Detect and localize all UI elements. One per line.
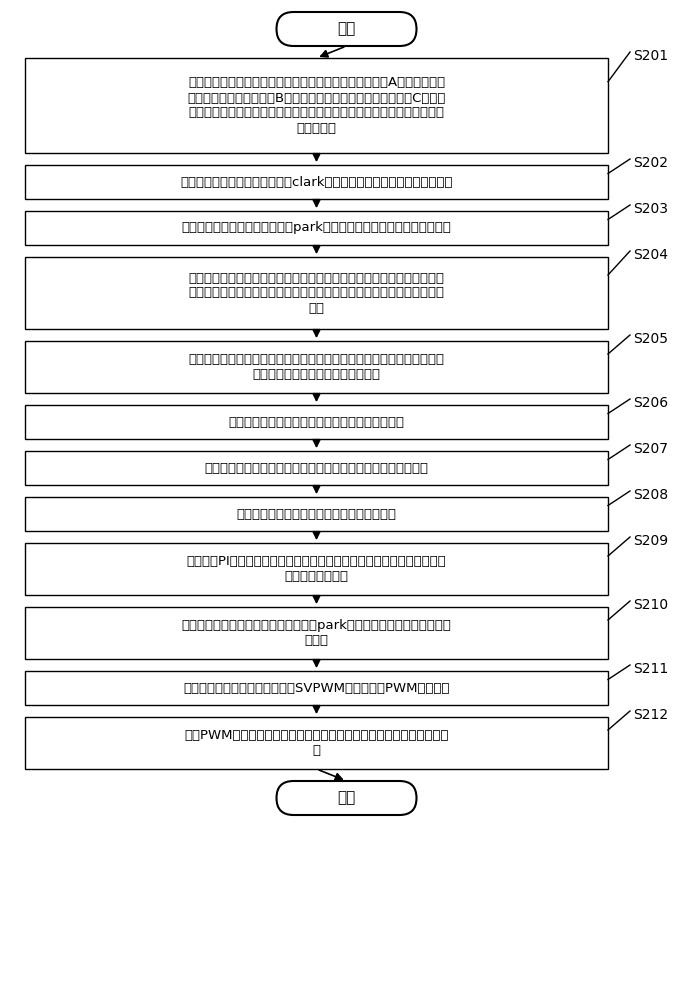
Text: 对两相旋转坐标系定子转换电压进行反park变换，得到两相静止坐标系转
换电压: 对两相旋转坐标系定子转换电压进行反park变换，得到两相静止坐标系转 换电压	[182, 619, 451, 647]
Text: 通过锁相环确定与转速误差相对应的转子电角转速: 通过锁相环确定与转速误差相对应的转子电角转速	[229, 416, 405, 428]
Text: S201: S201	[633, 49, 668, 63]
Text: S205: S205	[633, 332, 668, 346]
Text: S210: S210	[633, 598, 668, 612]
FancyBboxPatch shape	[25, 607, 608, 659]
Text: 根据初始电角度和转子电角转速进行积分计算，得到转子位置角: 根据初始电角度和转子电角转速进行积分计算，得到转子位置角	[204, 462, 428, 475]
Text: S206: S206	[633, 396, 668, 410]
FancyBboxPatch shape	[25, 717, 608, 769]
Text: S211: S211	[633, 662, 668, 676]
Text: 对两相静止坐标系定子电流进行park变换，得到两相旋转坐标系定子电流: 对两相静止坐标系定子电流进行park变换，得到两相旋转坐标系定子电流	[182, 222, 451, 234]
FancyBboxPatch shape	[25, 257, 608, 329]
FancyBboxPatch shape	[25, 543, 608, 595]
FancyBboxPatch shape	[25, 211, 608, 245]
Text: 对两相静止坐标系转换电压进行SVPWM调制，得到PWM控制信号: 对两相静止坐标系转换电压进行SVPWM调制，得到PWM控制信号	[183, 682, 450, 694]
Text: 根据PWM控制信号，通过逆变器对永磁同步电机的无位置传感器进行控
制: 根据PWM控制信号，通过逆变器对永磁同步电机的无位置传感器进行控 制	[184, 729, 449, 757]
Text: 根据两相旋转坐标系定子电流、预设的估算电流、电机估计磁链和电机估
计定子电阻进行计算，得到转速误差: 根据两相旋转坐标系定子电流、预设的估算电流、电机估计磁链和电机估 计定子电阻进行…	[188, 353, 444, 381]
FancyBboxPatch shape	[25, 405, 608, 439]
Text: 结束: 结束	[337, 790, 356, 806]
Text: S204: S204	[633, 248, 668, 262]
FancyBboxPatch shape	[25, 58, 608, 153]
FancyBboxPatch shape	[277, 12, 416, 46]
Text: S202: S202	[633, 156, 668, 170]
FancyBboxPatch shape	[25, 451, 608, 485]
FancyBboxPatch shape	[25, 165, 608, 199]
FancyBboxPatch shape	[25, 671, 608, 705]
Text: 对永磁同步电机的三相电流进行clark变换，得到两相静止坐标系定子电流: 对永磁同步电机的三相电流进行clark变换，得到两相静止坐标系定子电流	[180, 176, 453, 188]
FancyBboxPatch shape	[277, 781, 416, 815]
Text: S207: S207	[633, 442, 668, 456]
FancyBboxPatch shape	[25, 497, 608, 531]
Text: 根据转子电角转速和转子位置角形成转速闭环: 根据转子电角转速和转子位置角形成转速闭环	[236, 508, 396, 520]
FancyBboxPatch shape	[25, 341, 608, 393]
Text: S212: S212	[633, 708, 668, 722]
Text: 当永磁同步电机静止时，控制永磁同步电机中三相逆变器A相的上桥臂开
、下桥臂关，三相逆变器B相上桥臂关、下桥臂开，三相逆变器C相上桥
臂关、下桥臂开，以使直流转矩: 当永磁同步电机静止时，控制永磁同步电机中三相逆变器A相的上桥臂开 、下桥臂关，三…	[187, 77, 446, 134]
Text: S203: S203	[633, 202, 668, 216]
Text: S209: S209	[633, 534, 668, 548]
Text: 开始: 开始	[337, 21, 356, 36]
Text: 通过电流PI调节器对两相旋转坐标系定子电流进行转换，得到两相旋转坐
标系定子转换电压: 通过电流PI调节器对两相旋转坐标系定子电流进行转换，得到两相旋转坐 标系定子转换…	[186, 555, 446, 583]
Text: 根据永磁同步电机的两相旋转坐标系定子电压、两相旋转坐标系定子电流
以及预设的自适应控制算法进行计算，得到电机估计磁链和电机估计定子
电阻: 根据永磁同步电机的两相旋转坐标系定子电压、两相旋转坐标系定子电流 以及预设的自适…	[188, 271, 444, 314]
Text: S208: S208	[633, 488, 668, 502]
